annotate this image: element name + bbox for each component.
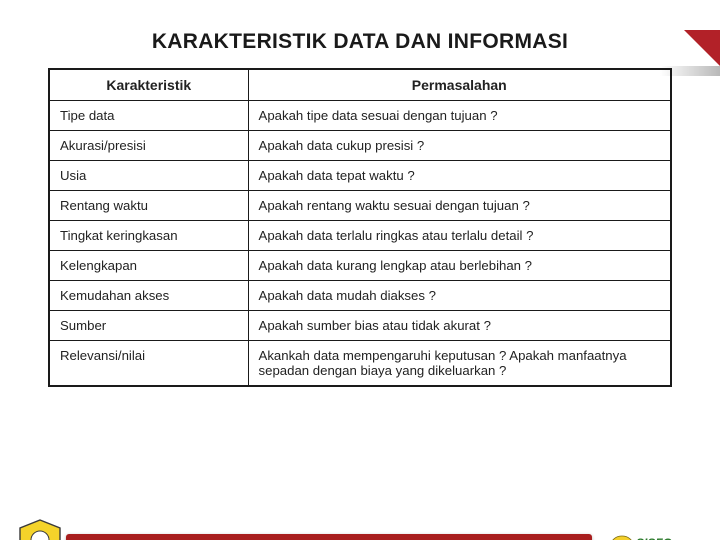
page-title: KARAKTERISTIK DATA DAN INFORMASI <box>0 30 720 54</box>
cell-permasalahan: Apakah data tepat waktu ? <box>248 161 671 191</box>
table-row: Tingkat keringkasanApakah data terlalu r… <box>49 221 671 251</box>
sisfokampus-logo-icon: SISFO KAMPUS <box>608 532 706 540</box>
cell-karakteristik: Kelengkapan <box>49 251 248 281</box>
corner-accent <box>684 30 720 66</box>
table-row: Relevansi/nilaiAkankah data mempengaruhi… <box>49 341 671 387</box>
cell-karakteristik: Relevansi/nilai <box>49 341 248 387</box>
cell-karakteristik: Tipe data <box>49 101 248 131</box>
corner-shadow <box>660 66 720 76</box>
cell-permasalahan: Apakah data kurang lengkap atau berlebih… <box>248 251 671 281</box>
cell-karakteristik: Rentang waktu <box>49 191 248 221</box>
table-row: UsiaApakah data tepat waktu ? <box>49 161 671 191</box>
footer-bar-red: Universitas Putra Indonesia "YPTK" Padan… <box>66 534 592 540</box>
table-row: Akurasi/presisiApakah data cukup presisi… <box>49 131 671 161</box>
cell-karakteristik: Usia <box>49 161 248 191</box>
table-row: SumberApakah sumber bias atau tidak akur… <box>49 311 671 341</box>
cell-karakteristik: Tingkat keringkasan <box>49 221 248 251</box>
cell-permasalahan: Apakah data mudah diakses ? <box>248 281 671 311</box>
cell-permasalahan: Apakah rentang waktu sesuai dengan tujua… <box>248 191 671 221</box>
footer: Universitas Putra Indonesia "YPTK" Padan… <box>0 530 720 540</box>
cell-permasalahan: Apakah tipe data sesuai dengan tujuan ? <box>248 101 671 131</box>
characteristics-table: Karakteristik Permasalahan Tipe dataApak… <box>48 68 672 387</box>
table-row: Tipe dataApakah tipe data sesuai dengan … <box>49 101 671 131</box>
table-row: KelengkapanApakah data kurang lengkap at… <box>49 251 671 281</box>
cell-permasalahan: Apakah sumber bias atau tidak akurat ? <box>248 311 671 341</box>
cell-karakteristik: Kemudahan akses <box>49 281 248 311</box>
cell-karakteristik: Sumber <box>49 311 248 341</box>
table-row: Kemudahan aksesApakah data mudah diakses… <box>49 281 671 311</box>
table-row: Rentang waktuApakah rentang waktu sesuai… <box>49 191 671 221</box>
university-logo-icon <box>14 518 66 540</box>
table-header-row: Karakteristik Permasalahan <box>49 69 671 101</box>
cell-permasalahan: Apakah data cukup presisi ? <box>248 131 671 161</box>
svg-text:SISFO: SISFO <box>636 536 673 540</box>
col-header-permasalahan: Permasalahan <box>248 69 671 101</box>
cell-permasalahan: Akankah data mempengaruhi keputusan ? Ap… <box>248 341 671 387</box>
col-header-karakteristik: Karakteristik <box>49 69 248 101</box>
cell-karakteristik: Akurasi/presisi <box>49 131 248 161</box>
cell-permasalahan: Apakah data terlalu ringkas atau terlalu… <box>248 221 671 251</box>
